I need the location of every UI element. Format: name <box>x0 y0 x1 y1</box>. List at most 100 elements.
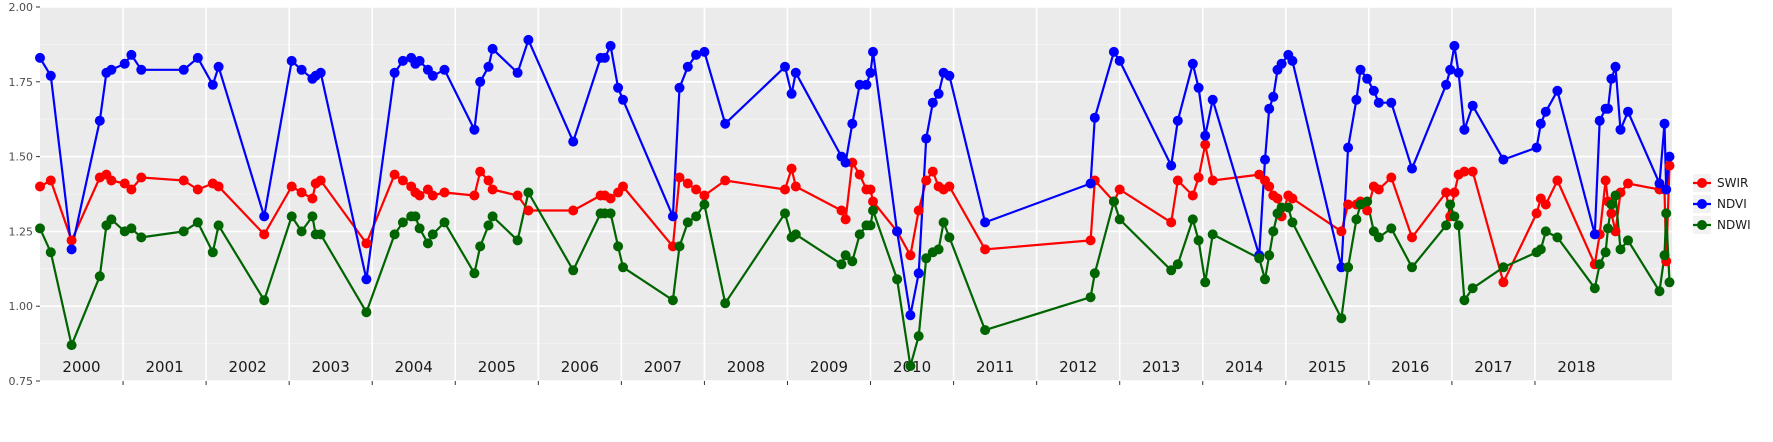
data-point-ndwi <box>361 307 372 318</box>
data-point-swir <box>1272 193 1283 204</box>
data-point-ndwi <box>1535 244 1546 255</box>
data-point-swir <box>1552 175 1563 186</box>
data-point-ndvi <box>1172 115 1183 126</box>
data-point-ndwi <box>1193 235 1204 246</box>
data-point-swir <box>1498 277 1509 288</box>
data-point-ndwi <box>523 187 534 198</box>
data-point-ndwi <box>1453 220 1464 231</box>
data-point-ndwi <box>944 232 955 243</box>
data-point-swir <box>1114 184 1125 195</box>
data-point-ndwi <box>1085 292 1096 303</box>
data-point-ndwi <box>1594 259 1605 270</box>
data-point-ndwi <box>307 211 318 222</box>
data-point-ndvi <box>1362 73 1373 84</box>
data-point-swir <box>1166 217 1177 228</box>
year-label: 2001 <box>145 358 183 376</box>
data-point-ndwi <box>439 217 450 228</box>
data-point-swir <box>840 214 851 225</box>
data-point-ndvi <box>1531 142 1542 153</box>
legend-label-ndwi: NDWI <box>1717 218 1751 232</box>
data-point-ndwi <box>414 223 425 234</box>
data-point-ndvi <box>414 55 425 66</box>
data-point-ndvi <box>1207 94 1218 105</box>
data-point-ndvi <box>192 52 203 63</box>
data-point-swir <box>921 175 932 186</box>
data-point-swir <box>786 163 797 174</box>
data-point-ndvi <box>397 55 408 66</box>
data-point-ndwi <box>207 247 218 258</box>
data-point-ndvi <box>1459 124 1470 135</box>
data-point-ndvi <box>259 211 270 222</box>
data-point-ndvi <box>865 67 876 78</box>
data-point-swir <box>905 250 916 261</box>
year-label: 2008 <box>727 358 765 376</box>
data-point-ndwi <box>178 226 189 237</box>
data-point-ndwi <box>1603 223 1613 234</box>
data-point-ndvi <box>691 49 702 60</box>
data-point-swir <box>1386 172 1397 183</box>
data-point-swir <box>682 178 693 189</box>
data-point-ndvi <box>286 55 297 66</box>
data-point-swir <box>1193 172 1204 183</box>
data-point-ndvi <box>699 46 710 57</box>
data-point-ndvi <box>136 64 147 75</box>
data-point-swir <box>1207 175 1218 186</box>
data-point-ndvi <box>1287 55 1298 66</box>
data-point-swir <box>1200 139 1211 150</box>
data-point-ndvi <box>618 94 628 105</box>
data-point-ndvi <box>1114 55 1125 66</box>
year-label: 2004 <box>395 358 433 376</box>
data-point-ndwi <box>469 268 480 279</box>
data-point-ndvi <box>1659 118 1670 129</box>
data-point-ndwi <box>568 265 579 276</box>
data-point-swir <box>315 175 326 186</box>
year-label: 2015 <box>1308 358 1346 376</box>
data-point-ndwi <box>840 250 851 261</box>
data-point-ndvi <box>427 70 438 81</box>
data-point-ndvi <box>682 61 693 72</box>
data-point-swir <box>568 205 579 216</box>
data-point-ndwi <box>1207 229 1218 240</box>
data-point-ndvi <box>178 64 189 75</box>
data-point-swir <box>865 184 876 195</box>
data-point-swir <box>1187 190 1198 201</box>
data-point-ndwi <box>1260 274 1270 285</box>
data-point-ndwi <box>94 271 105 282</box>
data-point-ndvi <box>119 58 130 69</box>
data-point-ndwi <box>1552 232 1563 243</box>
data-point-ndwi <box>315 229 326 240</box>
data-point-ndvi <box>1606 73 1617 84</box>
data-point-ndvi <box>1603 103 1613 114</box>
data-point-swir <box>1623 178 1633 189</box>
data-point-ndvi <box>980 217 991 228</box>
data-point-swir <box>389 169 400 180</box>
data-point-swir <box>397 175 408 186</box>
data-point-ndvi <box>1085 178 1096 189</box>
data-point-swir <box>296 187 307 198</box>
data-point-swir <box>1373 184 1384 195</box>
data-point-ndvi <box>1467 100 1478 111</box>
data-point-ndwi <box>1407 262 1417 273</box>
data-point-ndvi <box>389 67 400 78</box>
legend-label-ndvi: NDVI <box>1717 197 1747 211</box>
data-point-ndwi <box>1664 277 1675 288</box>
x-axis: 2000 2001 2002 2003 2004 2005 2006 2007 2008 2009… <box>62 358 1596 385</box>
data-point-swir <box>780 184 790 195</box>
data-point-ndwi <box>1187 214 1198 225</box>
year-label: 2009 <box>810 358 848 376</box>
data-point-swir <box>1600 175 1611 186</box>
data-point-ndvi <box>106 64 117 75</box>
data-point-ndwi <box>1264 250 1275 261</box>
data-point-swir <box>307 193 318 204</box>
y-tick-label: 1.75 <box>9 76 34 89</box>
data-point-ndvi <box>1594 115 1605 126</box>
year-label: 2006 <box>561 358 599 376</box>
data-point-swir <box>35 181 45 192</box>
data-point-ndwi <box>1351 214 1362 225</box>
data-point-ndwi <box>512 235 523 246</box>
data-point-ndwi <box>1200 277 1211 288</box>
data-point-ndwi <box>1606 199 1617 210</box>
data-point-ndwi <box>854 229 865 240</box>
data-point-ndvi <box>1407 163 1417 174</box>
